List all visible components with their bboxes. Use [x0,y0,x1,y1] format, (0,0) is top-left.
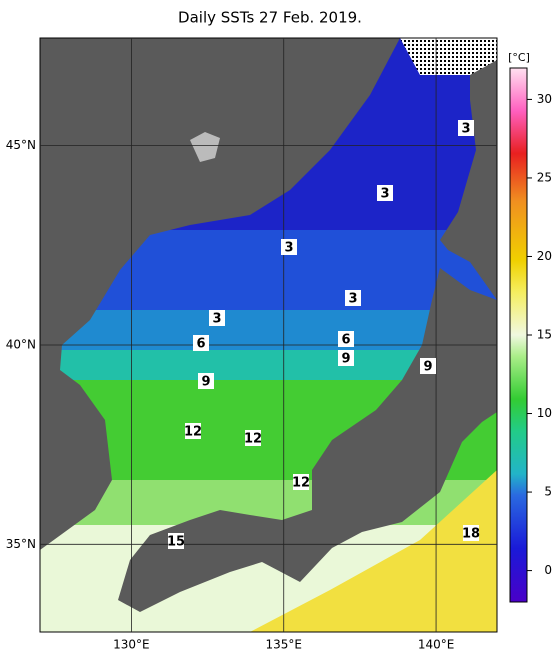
y-tick-label: 45°N [6,138,36,152]
land [118,268,497,612]
contour-label: 3 [380,187,389,202]
y-tick-label: 40°N [6,337,36,351]
contour-label-box [463,525,479,541]
colorbar-unit: [°C] [508,51,530,64]
ice-mask [400,38,497,75]
contour-label: 18 [462,527,480,542]
island [190,132,220,162]
map-frame [39,37,498,633]
colorbar-tick-label: 20 [537,249,552,263]
contour-label-box [198,373,214,389]
contour-label-box [420,358,436,374]
colorbar-tick-label: 25 [537,170,552,184]
land [440,38,497,300]
colorbar [509,67,528,603]
contour-label-box [193,335,209,351]
contour-label-box [338,350,354,366]
contour-label: 6 [341,333,350,348]
contour-label-box [345,290,361,306]
contour-label: 3 [461,122,470,137]
colorbar-tick-label: 30 [537,92,552,106]
contour-label-box [281,239,297,255]
contour-label: 12 [244,432,262,447]
contour-label: 9 [201,375,210,390]
contour-label-box [458,120,474,136]
contour-label-box [209,310,225,326]
contour-label-box [168,533,184,549]
sea-band [40,310,497,350]
contour-label-box [245,430,261,446]
contour-label: 15 [167,535,185,550]
contour-label: 12 [292,476,310,491]
contour-label: 6 [196,337,205,352]
contour-label-box [293,474,309,490]
contour-label-box [185,423,201,439]
contour-label: 3 [212,312,221,327]
land [40,38,400,550]
x-tick-label: 135°E [265,638,302,652]
contour-label: 12 [184,425,202,440]
contour-label: 9 [341,352,350,367]
contour-label-box [338,331,354,347]
sea-pacific [250,470,497,632]
title: Daily SSTs 27 Feb. 2019. [178,9,362,27]
colorbar-tick-label: 0 [544,563,552,577]
contour-label-box [377,185,393,201]
y-tick-label: 35°N [6,537,36,551]
contour-label: 3 [348,292,357,307]
colorbar-tick-label: 10 [537,406,552,420]
colorbar-tick-label: 15 [537,328,552,342]
x-tick-label: 140°E [418,638,455,652]
colorbar-tick-label: 5 [544,485,552,499]
contour-label: 3 [284,241,293,256]
contour-label: 9 [423,360,432,375]
sst-field [40,38,497,632]
x-tick-label: 130°E [113,638,150,652]
